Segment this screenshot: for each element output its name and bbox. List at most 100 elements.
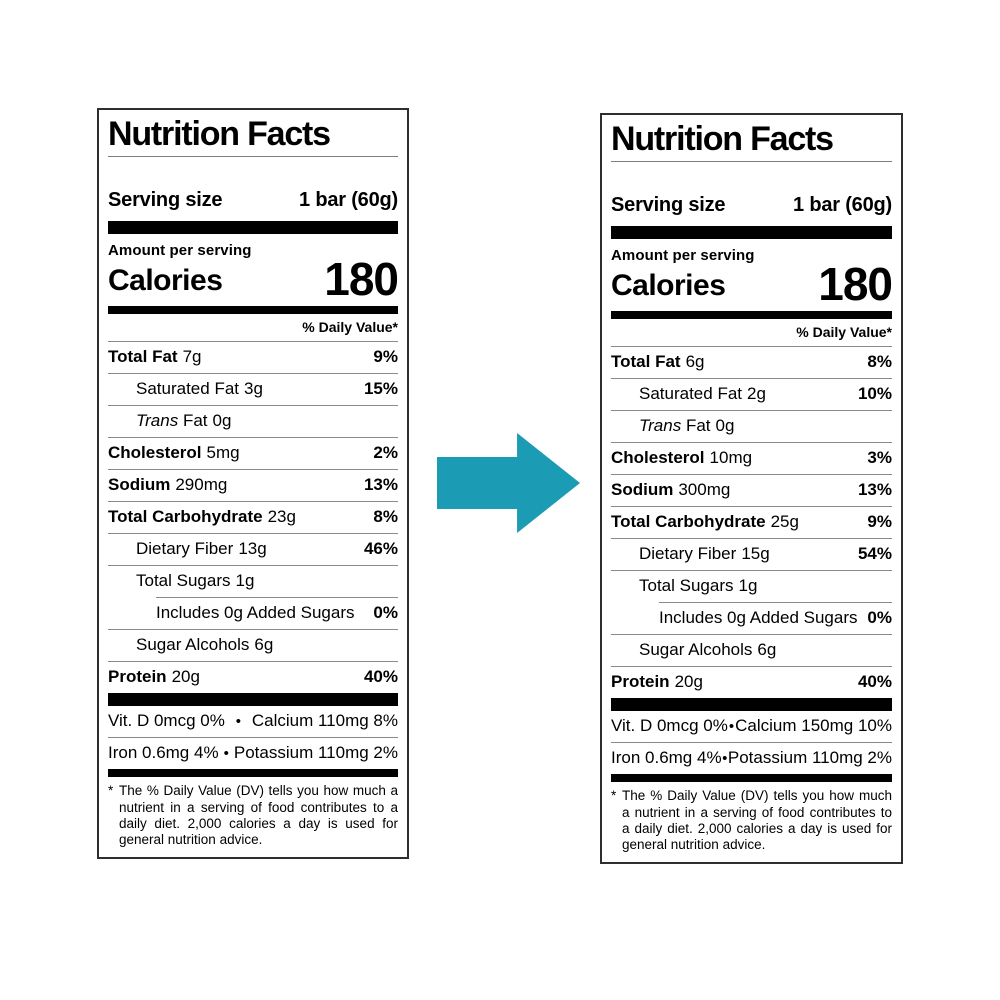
nutrient-amount: 300mg [678, 480, 731, 500]
micronutrient-left: Iron 0.6mg 4% [108, 743, 219, 763]
nutrition-label-before: Nutrition Facts Serving size 1 bar (60g)… [97, 108, 409, 860]
row-divider [611, 634, 892, 636]
nutrient-amount: 1g [738, 576, 758, 596]
nutrient-row: Sugar Alcohols 6g [611, 635, 892, 666]
nutrient-dv: 40% [363, 667, 398, 687]
nutrient-row: Dietary Fiber 13g 46% [108, 534, 398, 565]
bullet-separator: • [728, 718, 735, 736]
nutrient-name: Total Sugars [639, 576, 734, 596]
nutrient-dv: 3% [867, 448, 892, 468]
row-divider [108, 501, 398, 503]
row-divider [108, 533, 398, 535]
row-divider [156, 597, 398, 599]
nutrient-name: Total Carbohydrate [108, 507, 263, 527]
nutrient-dv: 10% [857, 384, 892, 404]
nutrient-row: Sodium 300mg 13% [611, 475, 892, 506]
nutrient-row: Total Sugars 1g [611, 571, 892, 602]
row-divider [108, 737, 398, 739]
row-divider [611, 538, 892, 540]
micronutrient-left: Vit. D 0mcg 0% [108, 711, 225, 731]
nutrient-dv: 0% [373, 603, 398, 623]
nutrient-name: Total Fat [611, 352, 681, 372]
nutrient-name: Sugar Alcohols [639, 640, 753, 660]
nutrient-dv: 13% [857, 480, 892, 500]
amount-per-serving-label: Amount per serving [108, 242, 252, 260]
calories-row: Calories 180 [611, 258, 893, 311]
nutrient-name: Includes 0g Added Sugars [156, 603, 355, 623]
nutrient-name: Trans Fat [639, 416, 711, 436]
nutrient-dv: 8% [867, 352, 892, 372]
nutrient-amount: 20g [674, 672, 703, 692]
micronutrient-left: Iron 0.6mg 4% [611, 748, 722, 768]
calories-row: Calories 180 [108, 256, 399, 302]
nutrient-name: Trans Fat [136, 411, 208, 431]
thick-divider-bar [611, 698, 892, 712]
row-divider [108, 661, 398, 663]
label-title: Nutrition Facts [611, 120, 834, 158]
micronutrient-row: Vit. D 0mcg 0% • Calcium 150mg 10% [611, 711, 892, 742]
calories-label: Calories [108, 264, 223, 298]
calories-value: 180 [818, 258, 893, 311]
nutrient-row: Includes 0g Added Sugars 0% [108, 598, 398, 629]
nutrient-row: Includes 0g Added Sugars 0% [611, 603, 892, 634]
micronutrient-right: Calcium 150mg 10% [735, 716, 892, 736]
nutrient-row: Saturated Fat 3g 15% [108, 374, 398, 405]
nutrient-name: Saturated Fat [639, 384, 743, 404]
row-divider [108, 341, 398, 343]
nutrient-dv: 2% [373, 443, 398, 463]
nutrient-amount: 15g [741, 544, 770, 564]
nutrient-amount: 10mg [709, 448, 753, 468]
micronutrient-row: Iron 0.6mg 4% • Potassium 110mg 2% [108, 738, 398, 769]
serving-size-row: Serving size 1 bar (60g) [611, 194, 892, 217]
nutrient-row: Total Fat 6g 8% [611, 347, 892, 378]
row-divider [108, 565, 398, 567]
micronutrient-row: Iron 0.6mg 4% • Potassium 110mg 2% [611, 743, 892, 774]
micronutrient-right: Potassium 110mg 2% [233, 743, 398, 763]
right-arrow-icon [437, 433, 580, 533]
nutrient-row: Protein 20g 40% [611, 667, 892, 698]
medium-divider-bar [108, 769, 398, 778]
bullet-separator: • [722, 750, 728, 768]
row-divider [108, 469, 398, 471]
nutrient-dv: 0% [867, 608, 892, 628]
nutrient-row: Total Carbohydrate 25g 9% [611, 507, 892, 538]
footnote: * The % Daily Value (DV) tells you how m… [108, 783, 398, 848]
thin-divider [611, 161, 892, 163]
row-divider [611, 474, 892, 476]
nutrient-name: Includes 0g Added Sugars [659, 608, 858, 628]
label-title: Nutrition Facts [108, 115, 331, 153]
micronutrient-right: Potassium 110mg 2% [727, 748, 892, 768]
daily-value-header: % Daily Value* [302, 319, 398, 336]
serving-size-label: Serving size [108, 189, 223, 212]
row-divider [611, 346, 892, 348]
nutrient-dv: 8% [373, 507, 398, 527]
daily-value-header: % Daily Value* [796, 324, 892, 341]
nutrient-row: Total Carbohydrate 23g 8% [108, 502, 398, 533]
nutrient-amount: 6g [254, 635, 274, 655]
nutrient-amount: 6g [757, 640, 777, 660]
nutrient-row: Cholesterol 5mg 2% [108, 438, 398, 469]
nutrient-amount: 7g [182, 347, 202, 367]
row-divider [108, 405, 398, 407]
nutrient-amount: 0g [715, 416, 735, 436]
thick-divider-bar [611, 226, 892, 240]
nutrient-amount: 5mg [206, 443, 240, 463]
nutrient-name: Cholesterol [108, 443, 202, 463]
nutrient-name: Total Carbohydrate [611, 512, 766, 532]
micronutrient-table: Vit. D 0mcg 0% • Calcium 150mg 10% Iron … [611, 711, 892, 774]
row-divider [108, 629, 398, 631]
calories-label: Calories [611, 269, 726, 303]
row-divider [611, 506, 892, 508]
row-divider [611, 378, 892, 380]
footnote-text: The % Daily Value (DV) tells you how muc… [622, 788, 892, 853]
nutrient-dv: 40% [857, 672, 892, 692]
nutrient-amount: 1g [235, 571, 255, 591]
nutrient-amount: 6g [685, 352, 705, 372]
nutrient-dv: 9% [373, 347, 398, 367]
nutrient-name: Sodium [611, 480, 674, 500]
nutrient-row: Saturated Fat 2g 10% [611, 379, 892, 410]
nutrient-amount: 3g [244, 379, 263, 399]
nutrient-row: Total Sugars 1g [108, 566, 398, 597]
nutrient-row: Trans Fat 0g [611, 411, 892, 442]
serving-size-value: 1 bar (60g) [793, 194, 892, 217]
